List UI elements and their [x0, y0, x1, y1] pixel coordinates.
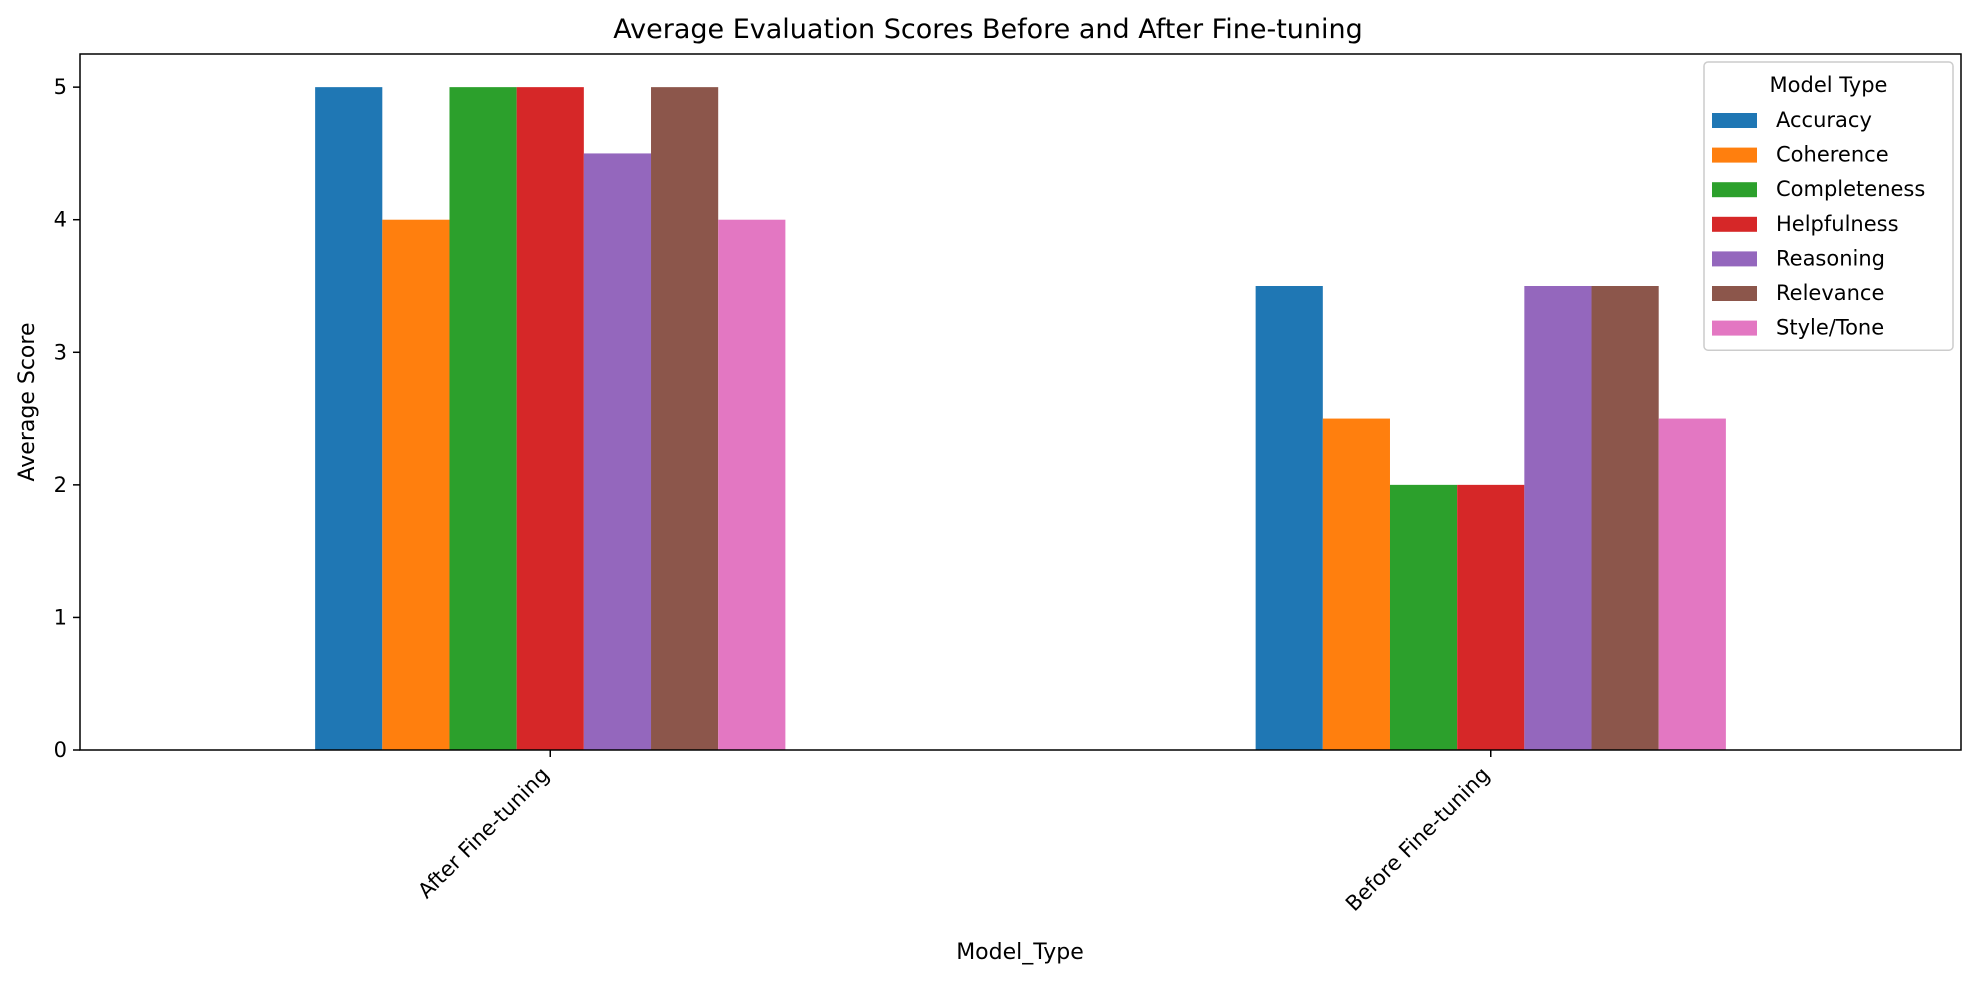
- bar-helpfulness-2: [1457, 484, 1525, 750]
- bar-accuracy-2: [1255, 286, 1323, 750]
- bar-accuracy-1: [315, 87, 383, 750]
- legend-label: Style/Tone: [1776, 316, 1884, 340]
- legend-box: [1703, 61, 1954, 351]
- bar-relevance-2: [1591, 286, 1659, 750]
- y-tick-label: 2: [54, 473, 67, 497]
- bar-style-tone-2: [1658, 418, 1726, 750]
- chart-title: Average Evaluation Scores Before and Aft…: [613, 14, 1363, 45]
- legend-label: Completeness: [1776, 177, 1925, 201]
- legend-label: Reasoning: [1776, 246, 1885, 270]
- legend-swatch: [1712, 147, 1757, 163]
- y-tick-label: 0: [54, 738, 67, 762]
- y-axis: 0 1 2 3 4 5: [54, 75, 80, 762]
- bar-reasoning-2: [1524, 286, 1592, 750]
- legend-swatch: [1712, 182, 1757, 198]
- legend-swatch: [1712, 216, 1757, 232]
- legend-label: Coherence: [1776, 143, 1889, 167]
- bar-relevance-1: [651, 87, 719, 750]
- legend-swatch: [1712, 113, 1757, 128]
- bars-group: [315, 87, 1726, 750]
- y-tick-label: 4: [54, 208, 67, 232]
- x-axis-label: Model_Type: [956, 940, 1084, 965]
- y-tick-label: 1: [54, 605, 67, 629]
- bar-coherence-1: [382, 219, 450, 750]
- legend-swatch: [1712, 320, 1757, 336]
- bar-reasoning-1: [583, 153, 652, 750]
- y-axis-label: Average Score: [15, 323, 40, 482]
- legend-label: Accuracy: [1776, 108, 1872, 132]
- legend-swatch: [1712, 286, 1757, 301]
- plot-frame: [79, 53, 1962, 751]
- legend-title: Model Type: [1770, 73, 1888, 97]
- legend-swatch: [1712, 251, 1757, 267]
- bar-helpfulness-1: [516, 87, 584, 750]
- y-tick-label: 3: [54, 340, 67, 364]
- bar-completeness-1: [449, 87, 517, 750]
- legend-label: Relevance: [1776, 281, 1884, 305]
- bar-coherence-2: [1322, 418, 1390, 750]
- bar-completeness-2: [1389, 484, 1458, 750]
- bar-style-tone-1: [718, 219, 786, 750]
- legend-label: Helpfulness: [1776, 212, 1899, 236]
- legend: Model Type Accuracy Coherence Completeness H…: [1703, 61, 1954, 351]
- y-tick-label: 5: [54, 75, 67, 99]
